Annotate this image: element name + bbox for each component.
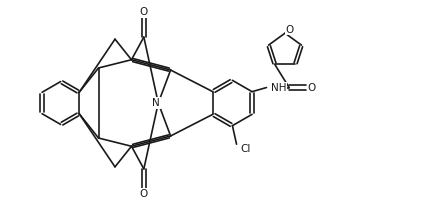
Text: NH: NH [271,83,287,92]
Text: O: O [307,83,316,92]
Text: O: O [286,25,294,35]
Text: O: O [140,7,148,17]
Text: Cl: Cl [241,144,251,154]
Text: O: O [140,189,148,199]
Text: N: N [152,98,160,108]
